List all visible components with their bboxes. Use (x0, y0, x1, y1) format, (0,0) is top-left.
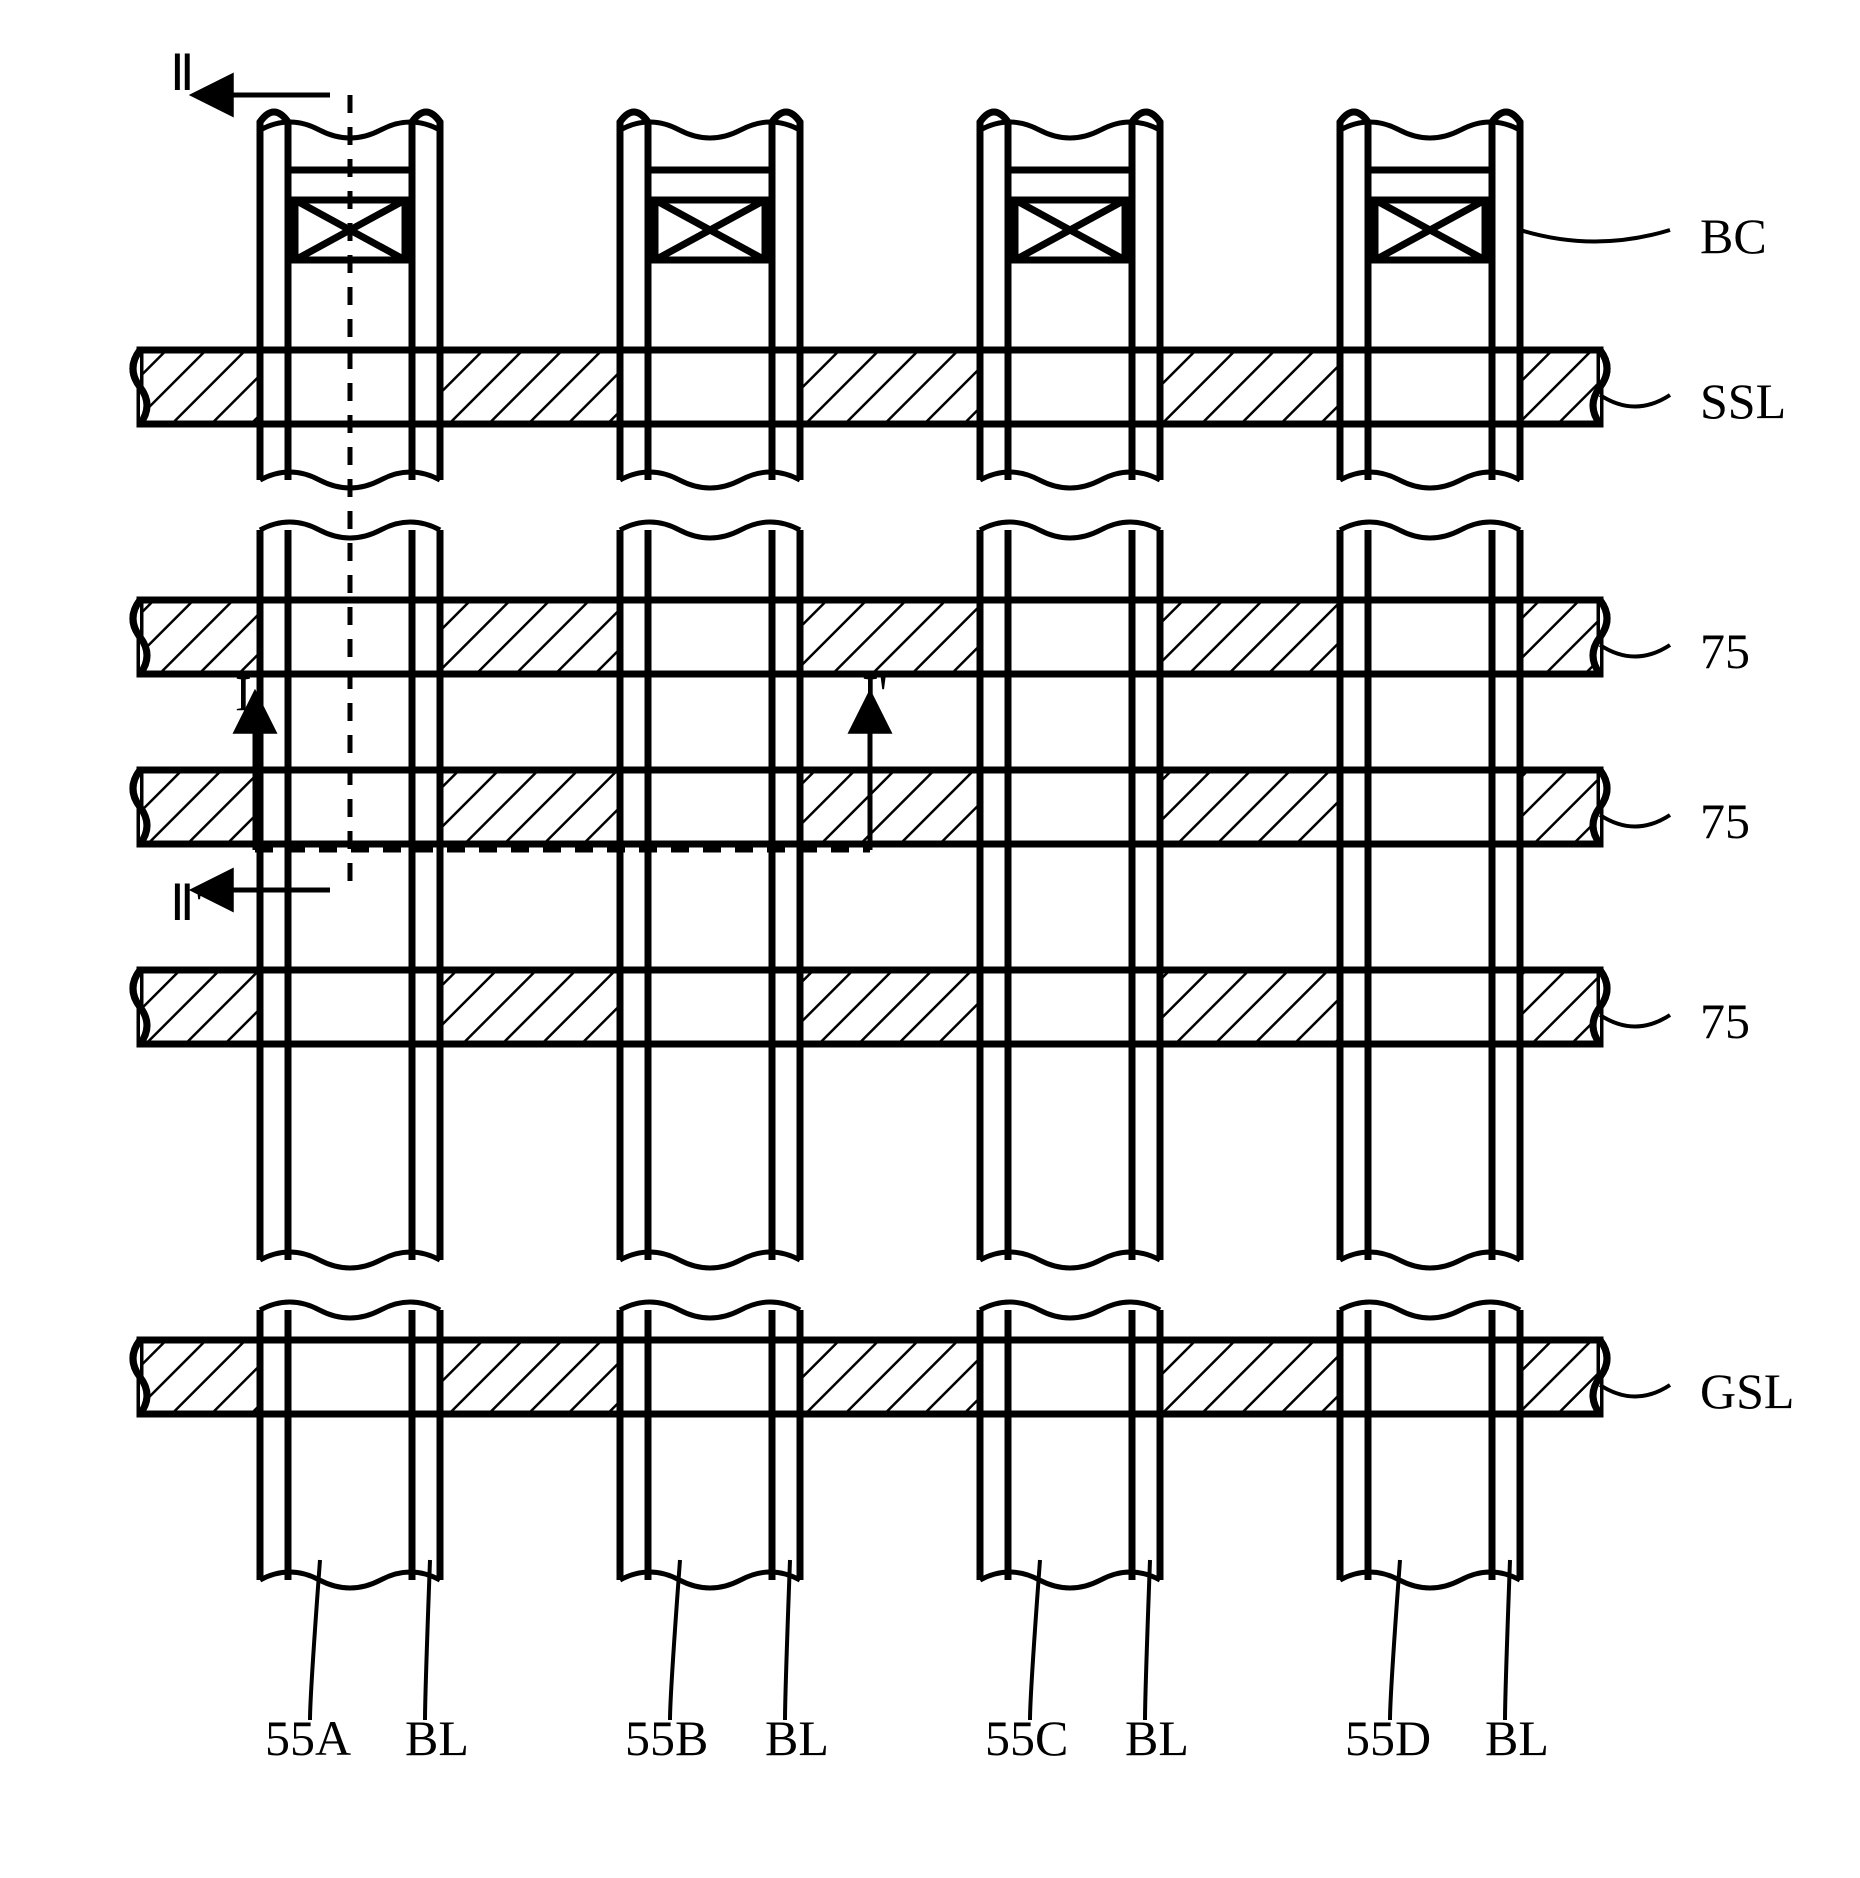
column-id-label: 55C (985, 1710, 1068, 1766)
label-text: 75 (1700, 623, 1750, 679)
bc-boxes (295, 200, 1485, 260)
roman-two-top: Ⅱ (170, 45, 195, 101)
bl-label: BL (1125, 1710, 1189, 1766)
label-text: 75 (1700, 793, 1750, 849)
label-text: GSL (1700, 1363, 1794, 1419)
roman-one-left: I (235, 665, 252, 721)
bl-label: BL (405, 1710, 469, 1766)
label-text: BC (1700, 208, 1767, 264)
column-id-label: 55A (265, 1710, 351, 1766)
column-id-label: 55B (625, 1710, 708, 1766)
column-id-label: 55D (1345, 1710, 1431, 1766)
roman-one-right: I' (862, 665, 888, 721)
bl-label: BL (1485, 1710, 1549, 1766)
columns (133, 110, 1607, 1600)
label-text: 75 (1700, 993, 1750, 1049)
bl-label: BL (765, 1710, 829, 1766)
label-text: SSL (1700, 373, 1786, 429)
roman-two-bot: Ⅱ' (170, 875, 204, 931)
